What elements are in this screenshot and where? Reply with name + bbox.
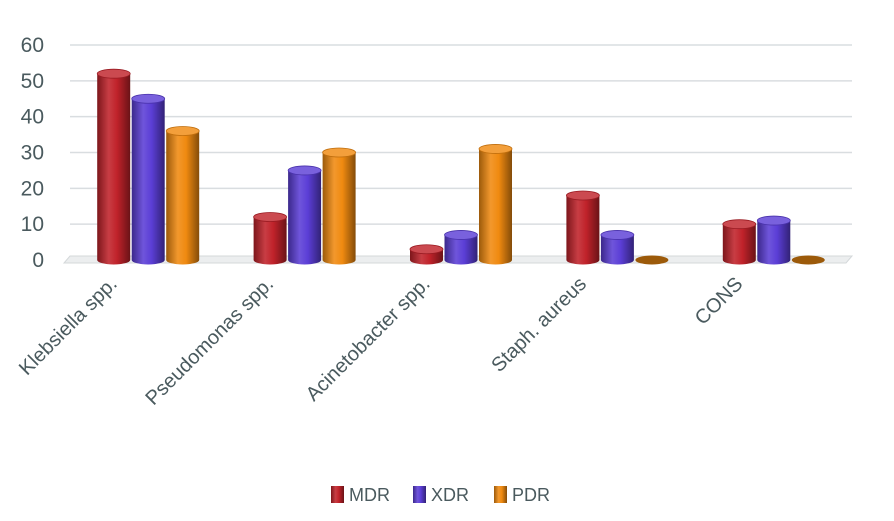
- bar-mdr-1: [253, 212, 288, 265]
- legend-swatch: [331, 486, 344, 503]
- bar-pdr-2: [478, 144, 513, 265]
- legend-item-mdr: MDR: [331, 485, 390, 505]
- legend-label: XDR: [431, 485, 469, 505]
- y-tick-label: 50: [21, 70, 44, 93]
- x-tick-label: Acinetobacter spp.: [302, 273, 435, 406]
- legend-item-xdr: XDR: [413, 485, 469, 505]
- bar-xdr-3: [600, 230, 635, 265]
- x-tick-label: Pseudomonas spp.: [141, 273, 278, 410]
- y-tick-label: 40: [21, 106, 44, 129]
- y-tick-label: 0: [32, 249, 44, 272]
- y-tick-label: 30: [21, 142, 44, 165]
- legend-swatch: [413, 486, 426, 503]
- legend-label: PDR: [512, 485, 550, 505]
- y-tick-label: 60: [21, 34, 44, 57]
- bar-mdr-0: [96, 68, 131, 265]
- bar-pdr-3: [635, 255, 669, 265]
- legend-item-pdr: PDR: [494, 485, 550, 505]
- bar-mdr-3: [566, 190, 600, 265]
- legend-label: MDR: [349, 485, 390, 505]
- bar-pdr-4: [791, 255, 825, 265]
- x-tick-label: CONS: [691, 273, 747, 329]
- bar-xdr-0: [131, 93, 166, 265]
- bar-xdr-2: [444, 230, 478, 265]
- legend: MDR XDR PDR: [331, 485, 550, 505]
- bar-mdr-4: [722, 219, 757, 265]
- y-tick-label: 20: [21, 177, 44, 200]
- x-tick-label: Klebsiella spp.: [15, 273, 122, 380]
- y-tick-label: 10: [21, 213, 44, 236]
- x-axis-labels: Klebsiella spp. Pseudomonas spp. Acinetoba…: [15, 273, 747, 410]
- bar-mdr-2: [409, 244, 444, 265]
- bar-pdr-0: [165, 126, 200, 265]
- x-tick-label: Staph. aureus: [487, 273, 591, 377]
- bars: [96, 68, 825, 265]
- y-axis-ticks: 0 10 20 30 40 50 60: [21, 34, 44, 272]
- bar-xdr-4: [756, 215, 791, 265]
- bar-pdr-1: [322, 147, 357, 265]
- legend-swatch: [494, 486, 507, 503]
- bar-xdr-1: [287, 165, 322, 265]
- gridlines: [70, 44, 852, 225]
